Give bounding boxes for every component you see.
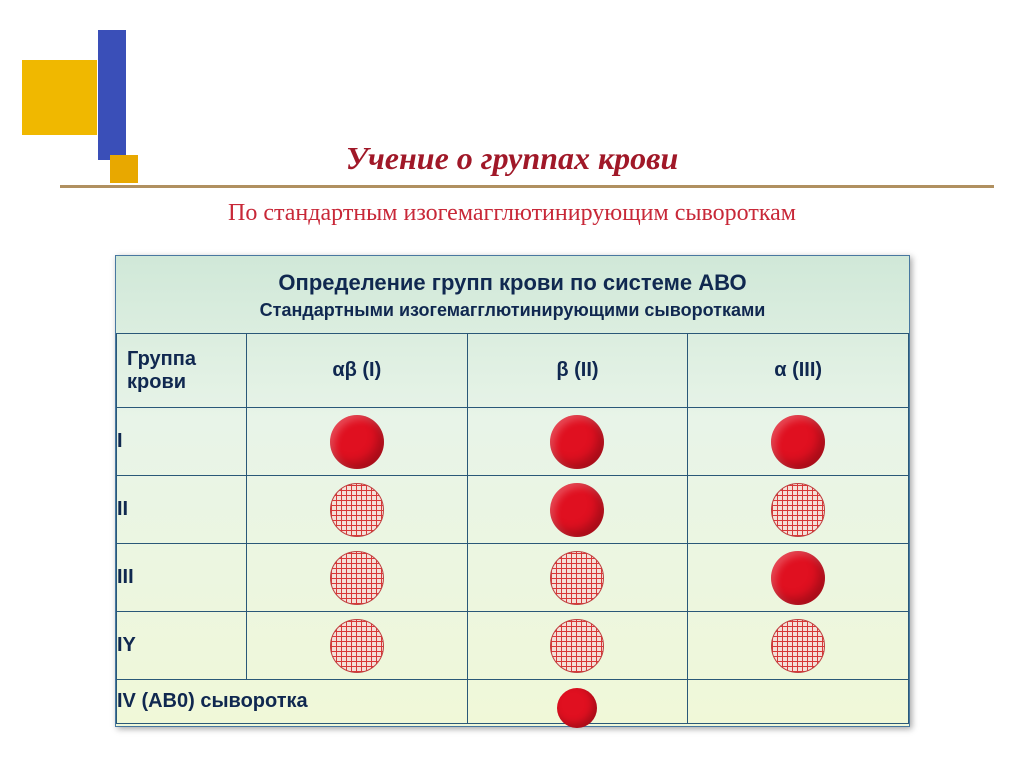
table-row: II xyxy=(117,476,909,544)
agglutination-positive-icon xyxy=(550,551,604,605)
agglutination-negative-icon xyxy=(550,415,604,469)
table-row: IY xyxy=(117,612,909,680)
row-header-label: Группа крови xyxy=(117,334,247,408)
decor-yellow-square-large xyxy=(22,60,97,135)
row-label: I xyxy=(117,408,247,476)
circle-wrap xyxy=(468,612,688,679)
table-cell xyxy=(688,612,909,680)
table-cell xyxy=(246,408,467,476)
table-header-row: Группа крови αβ (I) β (II) α (III) xyxy=(117,334,909,408)
table-cell xyxy=(467,612,688,680)
circle-wrap xyxy=(688,408,908,475)
circle-wrap xyxy=(247,408,467,475)
row-label: III xyxy=(117,544,247,612)
agglutination-negative-icon xyxy=(330,415,384,469)
agglutination-negative-icon xyxy=(550,483,604,537)
footer-cell xyxy=(467,680,688,724)
agglutination-positive-icon xyxy=(330,619,384,673)
table-cell xyxy=(246,476,467,544)
table-cell xyxy=(688,408,909,476)
circle-wrap xyxy=(247,544,467,611)
table-cell xyxy=(688,544,909,612)
table-cell xyxy=(467,408,688,476)
blood-type-panel: Определение групп крови по системе АВО С… xyxy=(115,255,910,727)
table-cell xyxy=(246,544,467,612)
table-cell xyxy=(467,476,688,544)
panel-title: Определение групп крови по системе АВО xyxy=(116,256,909,298)
table-row: III xyxy=(117,544,909,612)
agglutination-positive-icon xyxy=(330,483,384,537)
agglutination-positive-icon xyxy=(771,483,825,537)
circle-wrap xyxy=(688,476,908,543)
agglutination-negative-icon xyxy=(557,688,597,728)
agglutination-negative-icon xyxy=(771,415,825,469)
page-title: Учение о группах крови xyxy=(0,140,1024,177)
col-header-3: α (III) xyxy=(688,334,909,408)
footer-cell xyxy=(688,680,909,724)
circle-wrap xyxy=(247,476,467,543)
circle-wrap xyxy=(468,476,688,543)
table-cell xyxy=(246,612,467,680)
decor-blue-bar xyxy=(98,30,126,160)
circle-wrap xyxy=(468,408,688,475)
page-subtitle: По стандартным изогемагглютинирующим сыв… xyxy=(0,200,1024,227)
panel-subtitle: Стандартными изогемагглютинирующими сыво… xyxy=(116,298,909,333)
decor-yellow-square-small xyxy=(110,155,138,183)
circle-wrap xyxy=(688,612,908,679)
agglutination-positive-icon xyxy=(550,619,604,673)
circle-wrap xyxy=(688,544,908,611)
table-cell xyxy=(467,544,688,612)
col-header-2: β (II) xyxy=(467,334,688,408)
table-cell xyxy=(688,476,909,544)
blood-type-table: Группа крови αβ (I) β (II) α (III) IIIII… xyxy=(116,333,909,724)
table-row: I xyxy=(117,408,909,476)
horizontal-divider xyxy=(60,185,994,188)
col-header-1: αβ (I) xyxy=(246,334,467,408)
agglutination-negative-icon xyxy=(771,551,825,605)
circle-wrap xyxy=(468,544,688,611)
agglutination-positive-icon xyxy=(330,551,384,605)
circle-wrap xyxy=(247,612,467,679)
agglutination-positive-icon xyxy=(771,619,825,673)
row-label: IY xyxy=(117,612,247,680)
row-label: II xyxy=(117,476,247,544)
footer-label: IV (AB0) сыворотка xyxy=(117,680,468,724)
footer-row: IV (AB0) сыворотка xyxy=(117,680,909,724)
